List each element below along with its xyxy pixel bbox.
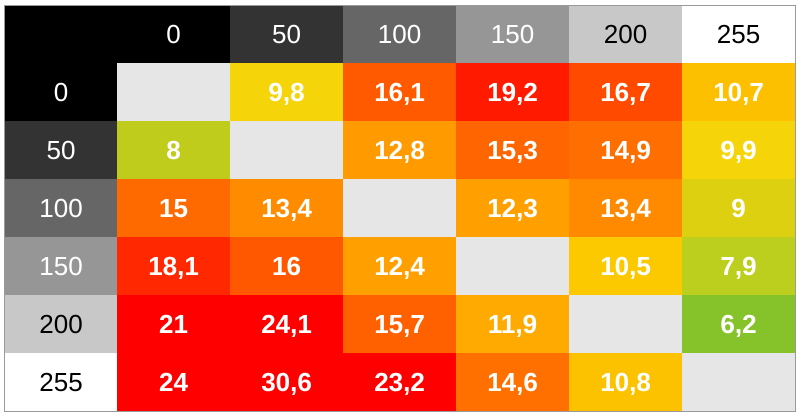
heatmap-cell: 13,4	[230, 179, 343, 237]
heatmap-cell: 9,8	[230, 63, 343, 121]
column-header: 200	[569, 6, 682, 63]
heatmap-table: 0 50 100 150 200 255 0 9,8 16,1 19,2 16,7 10,7 50 8 12…	[4, 5, 796, 412]
corner-cell	[5, 6, 117, 63]
heatmap-cell: 9	[682, 179, 795, 237]
column-header: 50	[230, 6, 343, 63]
heatmap-cell: 23,2	[343, 353, 456, 411]
heatmap-cell: 24	[117, 353, 230, 411]
heatmap-cell: 10,7	[682, 63, 795, 121]
heatmap-cell: 7,9	[682, 237, 795, 295]
heatmap-cell-empty	[456, 237, 569, 295]
heatmap-cell-empty	[343, 179, 456, 237]
heatmap-cell: 15	[117, 179, 230, 237]
column-header: 0	[117, 6, 230, 63]
heatmap-cell: 15,3	[456, 121, 569, 179]
heatmap-cell: 13,4	[569, 179, 682, 237]
heatmap-cell-empty	[682, 353, 795, 411]
row-header: 200	[5, 295, 117, 353]
row-header: 0	[5, 63, 117, 121]
heatmap-cell: 16	[230, 237, 343, 295]
heatmap-cell: 14,6	[456, 353, 569, 411]
heatmap-cell: 19,2	[456, 63, 569, 121]
row-header: 255	[5, 353, 117, 411]
heatmap-cell: 18,1	[117, 237, 230, 295]
heatmap-cell: 9,9	[682, 121, 795, 179]
heatmap-cell: 8	[117, 121, 230, 179]
heatmap-cell: 10,8	[569, 353, 682, 411]
heatmap-cell: 30,6	[230, 353, 343, 411]
heatmap-cell: 11,9	[456, 295, 569, 353]
heatmap-cell: 24,1	[230, 295, 343, 353]
heatmap-cell-empty	[569, 295, 682, 353]
column-header: 150	[456, 6, 569, 63]
heatmap-cell: 6,2	[682, 295, 795, 353]
heatmap-cell: 16,7	[569, 63, 682, 121]
heatmap-cell-empty	[230, 121, 343, 179]
heatmap-cell: 12,8	[343, 121, 456, 179]
column-header: 100	[343, 6, 456, 63]
heatmap-cell: 12,3	[456, 179, 569, 237]
row-header: 50	[5, 121, 117, 179]
heatmap-cell: 15,7	[343, 295, 456, 353]
row-header: 100	[5, 179, 117, 237]
column-header: 255	[682, 6, 795, 63]
heatmap-cell: 14,9	[569, 121, 682, 179]
heatmap-cell: 16,1	[343, 63, 456, 121]
heatmap-cell-empty	[117, 63, 230, 121]
heatmap-cell: 21	[117, 295, 230, 353]
row-header: 150	[5, 237, 117, 295]
heatmap-cell: 12,4	[343, 237, 456, 295]
heatmap-cell: 10,5	[569, 237, 682, 295]
